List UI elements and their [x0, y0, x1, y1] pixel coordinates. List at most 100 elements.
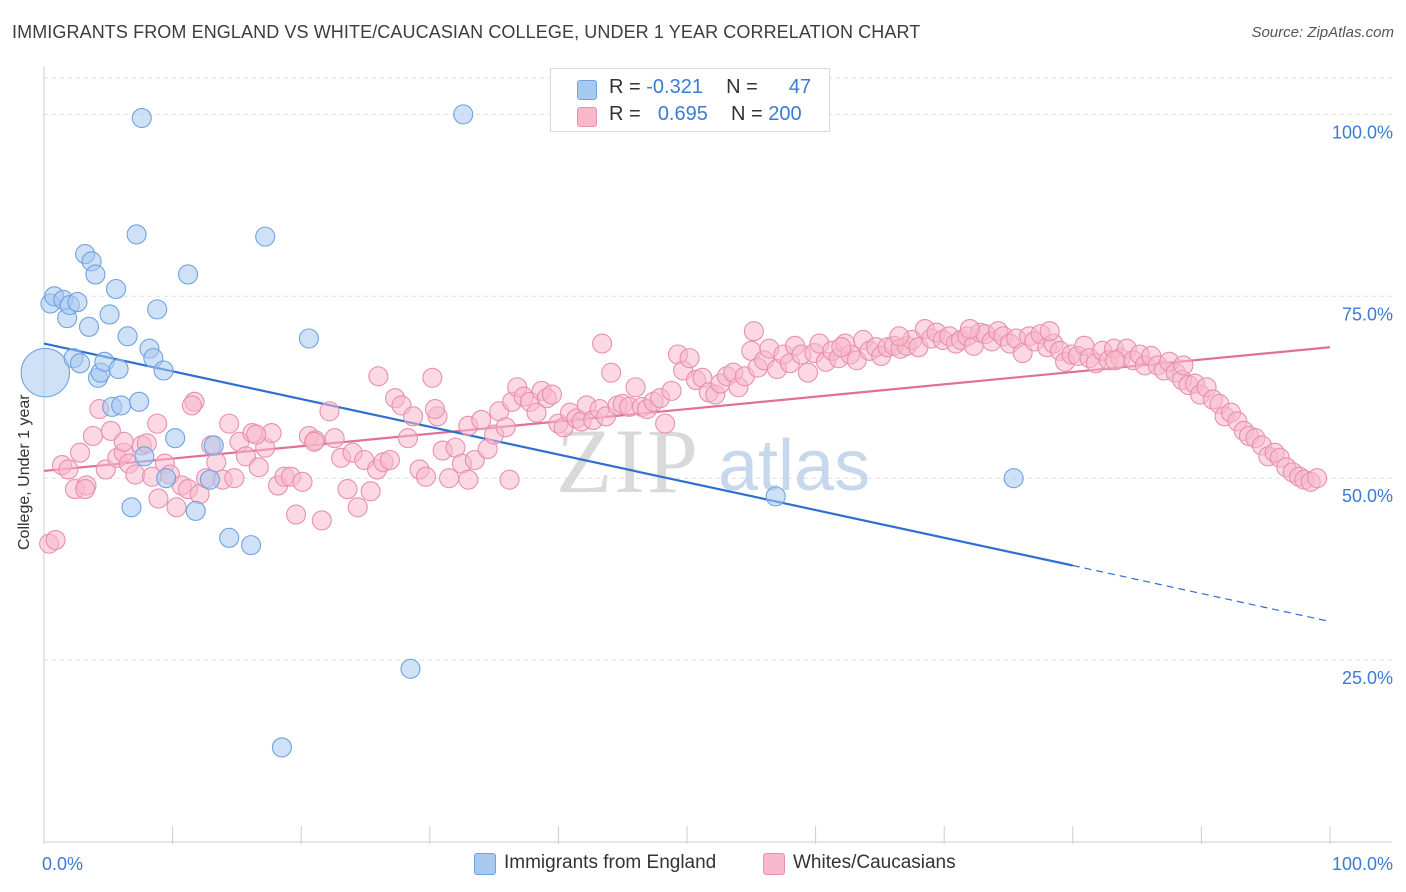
point-england — [271, 737, 292, 758]
bottom-legend-label-england: Immigrants from England — [504, 852, 717, 873]
point-england — [108, 358, 129, 380]
point-whites — [625, 377, 646, 398]
point-whites — [458, 469, 479, 490]
point-whites — [82, 425, 103, 447]
point-whites — [286, 504, 307, 525]
point-england — [156, 468, 177, 489]
point-england — [129, 391, 150, 412]
point-england — [99, 304, 120, 325]
point-england — [219, 527, 240, 548]
point-whites — [100, 420, 121, 441]
point-england — [453, 104, 474, 125]
point-whites — [797, 362, 818, 383]
point-whites — [337, 479, 358, 500]
point-whites — [471, 409, 492, 431]
point-whites — [319, 401, 340, 422]
point-whites — [959, 318, 980, 340]
point-england — [255, 226, 276, 247]
y-tick-label: 75.0% — [1342, 304, 1393, 324]
point-whites — [743, 321, 764, 342]
point-whites — [541, 384, 563, 405]
point-whites — [368, 366, 389, 387]
legend-n-value: 200 — [768, 103, 802, 125]
point-whites — [148, 488, 169, 509]
point-whites — [422, 367, 443, 388]
point-whites — [75, 479, 96, 500]
point-whites — [379, 449, 400, 471]
bottom-legend-label-whites: Whites/Caucasians — [793, 852, 956, 873]
legend-r-label: R = — [609, 76, 641, 98]
point-whites — [360, 481, 381, 502]
point-england — [177, 264, 199, 285]
tick-labels: 25.0% 50.0% 75.0% 100.0% 0.0% 100.0% — [42, 122, 1393, 874]
point-england — [20, 347, 71, 398]
point-whites — [424, 399, 445, 420]
x-tick-label: 0.0% — [42, 854, 83, 874]
point-whites — [113, 431, 134, 452]
y-tick-label: 100.0% — [1332, 122, 1393, 142]
legend-n-label: N = — [731, 103, 763, 125]
point-england — [1003, 468, 1024, 489]
legend-box: R = -0.321 N = 47 R = 0.695 N = 200 — [550, 68, 830, 132]
point-whites — [661, 380, 682, 401]
point-whites — [235, 446, 256, 467]
point-england — [126, 224, 147, 245]
point-whites — [45, 529, 66, 551]
point-england — [165, 428, 186, 449]
point-whites — [601, 362, 622, 383]
point-whites — [679, 348, 700, 369]
point-england — [400, 658, 421, 679]
source-label: Source: ZipAtlas.com — [1251, 24, 1394, 41]
watermark-atlas: atlas — [718, 426, 870, 506]
series-england-points — [20, 104, 1024, 758]
point-whites — [311, 510, 332, 531]
point-england — [105, 278, 127, 300]
point-england — [203, 435, 224, 456]
point-whites — [526, 402, 547, 423]
point-whites — [246, 424, 267, 445]
y-tick-label: 25.0% — [1342, 668, 1393, 688]
legend-r-label: R = — [609, 103, 641, 125]
chart-title: IMMIGRANTS FROM ENGLAND VS WHITE/CAUCASI… — [12, 22, 921, 42]
point-whites — [889, 326, 910, 347]
point-whites — [403, 406, 424, 427]
legend-swatch-england — [577, 80, 597, 100]
legend-swatch-whites — [577, 107, 597, 127]
series-whites-points — [39, 318, 1328, 554]
point-whites — [224, 468, 245, 489]
point-england — [185, 500, 206, 521]
legend-n-value: 47 — [788, 76, 812, 98]
x-tick-label: 100.0% — [1332, 854, 1393, 874]
point-whites — [147, 413, 168, 434]
point-england — [765, 486, 786, 507]
y-axis-label: College, Under 1 year — [16, 394, 33, 550]
point-england — [67, 292, 88, 313]
point-england — [147, 299, 168, 320]
point-whites — [1105, 350, 1126, 371]
legend-n-label: N = — [726, 76, 758, 98]
point-england — [199, 469, 220, 490]
point-whites — [324, 428, 345, 449]
point-whites — [415, 466, 436, 487]
point-whites — [831, 337, 852, 358]
legend-r-value: 0.695 — [657, 103, 708, 125]
point-england — [134, 446, 155, 467]
point-whites — [1173, 355, 1194, 376]
point-england — [153, 360, 174, 381]
point-whites — [181, 395, 202, 416]
point-whites — [397, 428, 418, 449]
point-england — [117, 326, 138, 347]
point-whites — [219, 413, 240, 434]
y-tick-label: 50.0% — [1342, 486, 1393, 506]
trend-line-england-dashed — [1072, 564, 1331, 623]
point-whites — [1307, 468, 1328, 489]
point-whites — [304, 431, 325, 452]
point-england — [78, 316, 100, 337]
point-whites — [592, 333, 613, 354]
point-whites — [166, 497, 187, 518]
point-whites — [125, 464, 146, 485]
bottom-legend-swatch-whites — [763, 853, 785, 875]
point-england — [69, 353, 91, 374]
point-whites — [69, 442, 91, 463]
point-england — [240, 535, 262, 556]
